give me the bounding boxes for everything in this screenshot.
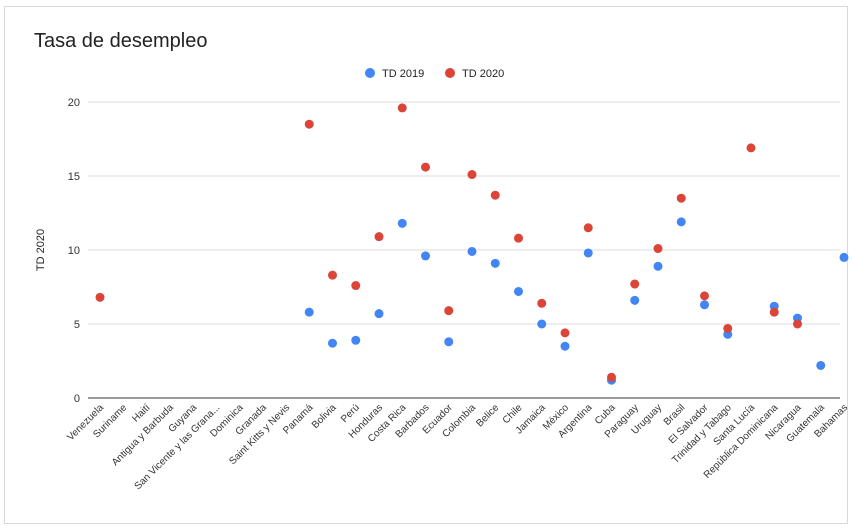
legend: TD 2019 TD 2020: [365, 68, 504, 80]
point-td-2019: [816, 360, 826, 370]
point-td-2020: [490, 190, 500, 200]
point-td-2019: [839, 252, 849, 262]
point-td-2020: [746, 143, 756, 153]
y-tick-label: 5: [74, 319, 80, 331]
point-td-2019: [560, 341, 570, 351]
point-td-2020: [583, 223, 593, 233]
point-td-2020: [514, 233, 523, 243]
point-td-2020: [397, 103, 407, 113]
point-td-2020: [421, 162, 430, 172]
point-td-2020: [374, 232, 384, 242]
point-td-2019: [328, 338, 337, 348]
point-td-2020: [630, 279, 640, 289]
point-td-2020: [304, 119, 314, 129]
point-td-2020: [607, 372, 616, 382]
point-td-2020: [676, 193, 686, 203]
y-axis-ticks: 0 5 10 15 20: [68, 97, 80, 405]
point-td-2019: [397, 218, 407, 228]
point-td-2019: [700, 300, 709, 310]
point-td-2020: [769, 307, 779, 317]
y-tick-label: 15: [68, 171, 80, 183]
x-tick-label: Bolivia: [310, 402, 339, 431]
point-td-2019: [304, 307, 314, 317]
point-td-2020: [351, 281, 361, 291]
legend-label: TD 2019: [382, 68, 424, 80]
point-td-2019: [630, 295, 640, 305]
point-td-2019: [653, 261, 663, 271]
point-td-2019: [583, 248, 593, 258]
point-td-2020: [560, 328, 570, 338]
point-td-2019: [514, 286, 523, 296]
y-axis-title: TD 2020: [35, 229, 47, 271]
y-tick-label: 10: [68, 245, 80, 257]
y-tick-label: 20: [68, 97, 80, 109]
legend-marker: [445, 68, 455, 78]
point-td-2019: [537, 319, 547, 329]
y-tick-label: 0: [74, 393, 80, 405]
legend-label: TD 2020: [462, 68, 504, 80]
point-td-2019: [467, 246, 477, 256]
point-td-2019: [374, 309, 384, 319]
point-td-2019: [421, 251, 430, 261]
chart-frame: [4, 6, 848, 524]
point-td-2020: [700, 291, 709, 301]
legend-marker: [365, 68, 375, 78]
point-td-2020: [537, 298, 547, 308]
x-tick-label: Belice: [474, 402, 501, 429]
point-td-2020: [723, 323, 733, 333]
point-td-2020: [95, 292, 105, 302]
point-td-2019: [351, 335, 361, 345]
point-td-2020: [653, 244, 663, 254]
point-td-2020: [328, 270, 337, 280]
gridlines: [88, 101, 840, 399]
point-td-2020: [793, 319, 802, 329]
data-points: [95, 103, 849, 385]
chart-title: Tasa de desempleo: [34, 30, 208, 52]
point-td-2019: [444, 337, 454, 347]
point-td-2020: [444, 306, 454, 316]
point-td-2020: [467, 170, 477, 180]
point-td-2019: [490, 258, 500, 268]
point-td-2019: [676, 217, 686, 227]
